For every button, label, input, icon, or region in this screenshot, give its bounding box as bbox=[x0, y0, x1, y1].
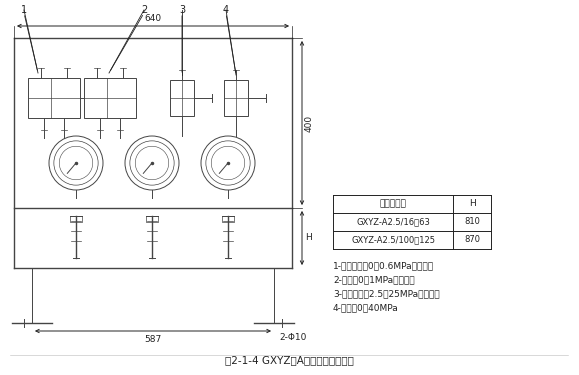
Text: H: H bbox=[468, 200, 475, 208]
Bar bbox=[84, 78, 136, 118]
Bar bbox=[70, 216, 82, 222]
Text: 4: 4 bbox=[223, 5, 229, 15]
Text: 2-Φ10: 2-Φ10 bbox=[279, 333, 306, 342]
Text: GXYZ-A2.5/16～63: GXYZ-A2.5/16～63 bbox=[356, 217, 430, 226]
Text: 4-压力表0～40MPa: 4-压力表0～40MPa bbox=[333, 303, 399, 312]
Text: 400: 400 bbox=[305, 114, 314, 132]
Text: H: H bbox=[305, 234, 312, 243]
Bar bbox=[224, 80, 248, 116]
Text: 870: 870 bbox=[464, 236, 480, 244]
Text: 810: 810 bbox=[464, 217, 480, 226]
Text: 1: 1 bbox=[21, 5, 27, 15]
Text: 图2-1-4 GXYZ型A系列稀油站仪表盘: 图2-1-4 GXYZ型A系列稀油站仪表盘 bbox=[225, 355, 353, 365]
Text: 1-压力控制器0～0.6MPa（二个）: 1-压力控制器0～0.6MPa（二个） bbox=[333, 261, 434, 270]
Text: 3-压力控制器2.5～25MPa（二个）: 3-压力控制器2.5～25MPa（二个） bbox=[333, 289, 439, 298]
Bar bbox=[222, 216, 234, 222]
Bar bbox=[28, 78, 80, 118]
Text: GXYZ-A2.5/100～125: GXYZ-A2.5/100～125 bbox=[351, 236, 435, 244]
Bar bbox=[146, 216, 158, 222]
Text: 3: 3 bbox=[179, 5, 185, 15]
Text: 587: 587 bbox=[144, 335, 162, 344]
Text: 稀油站规格: 稀油站规格 bbox=[380, 200, 406, 208]
Text: 2-压力表0～1MPa（二个）: 2-压力表0～1MPa（二个） bbox=[333, 275, 415, 284]
Text: 640: 640 bbox=[144, 14, 162, 23]
Bar bbox=[170, 80, 194, 116]
Text: 2: 2 bbox=[141, 5, 147, 15]
